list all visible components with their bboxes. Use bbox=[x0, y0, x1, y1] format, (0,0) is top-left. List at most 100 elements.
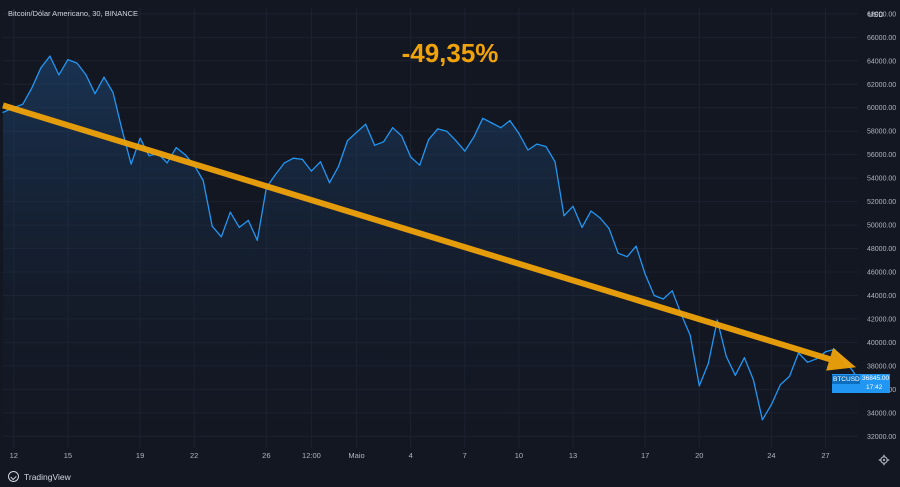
data-point bbox=[509, 120, 511, 122]
data-point bbox=[58, 74, 60, 76]
data-point bbox=[707, 362, 709, 365]
y-tick-label: 44000.00 bbox=[867, 293, 896, 300]
data-point bbox=[617, 252, 619, 254]
x-tick-label: Maio bbox=[348, 451, 364, 460]
data-point bbox=[437, 128, 439, 130]
data-point bbox=[806, 361, 809, 363]
data-point bbox=[545, 145, 547, 148]
data-point bbox=[455, 140, 457, 142]
data-point bbox=[554, 161, 556, 163]
data-point bbox=[500, 127, 502, 129]
data-point bbox=[734, 374, 736, 376]
data-point bbox=[473, 136, 475, 138]
y-tick-label: 40000.00 bbox=[867, 340, 896, 347]
data-point bbox=[85, 74, 87, 76]
data-point bbox=[22, 103, 24, 105]
data-point bbox=[536, 143, 538, 145]
data-point bbox=[112, 91, 114, 94]
last-price-tag: BTCUSD bbox=[832, 374, 867, 393]
x-tick-label: 24 bbox=[767, 451, 775, 460]
data-point bbox=[374, 144, 376, 146]
data-point bbox=[599, 217, 601, 219]
data-point bbox=[815, 358, 818, 360]
data-point bbox=[725, 355, 727, 358]
data-point bbox=[301, 158, 303, 160]
data-point bbox=[563, 215, 565, 217]
data-point bbox=[671, 290, 673, 292]
y-tick-label: 38000.00 bbox=[867, 363, 896, 370]
data-point bbox=[355, 131, 358, 133]
data-point bbox=[94, 93, 96, 95]
data-point bbox=[743, 357, 746, 359]
y-tick-label: 68000.00 bbox=[867, 11, 896, 18]
data-point bbox=[247, 219, 249, 221]
trend-arrow bbox=[2, 102, 856, 371]
x-tick-label: 10 bbox=[515, 451, 523, 460]
data-point bbox=[464, 150, 466, 152]
y-tick-label: 52000.00 bbox=[867, 199, 896, 206]
data-point bbox=[852, 370, 854, 372]
data-point bbox=[626, 256, 628, 258]
data-point bbox=[346, 140, 349, 142]
data-point bbox=[166, 162, 168, 164]
data-point bbox=[824, 351, 827, 353]
footer-bar bbox=[0, 464, 900, 487]
y-tick-label: 64000.00 bbox=[867, 58, 896, 65]
tradingview-logo-icon bbox=[8, 471, 19, 482]
y-tick-label: 56000.00 bbox=[867, 152, 896, 159]
data-point bbox=[274, 174, 276, 176]
data-point bbox=[482, 117, 484, 119]
x-tick-label: 12:00 bbox=[302, 451, 321, 460]
data-point bbox=[40, 67, 42, 69]
y-tick-label: 58000.00 bbox=[867, 129, 896, 136]
tradingview-brand[interactable]: TradingView bbox=[8, 471, 71, 482]
brand-label: TradingView bbox=[24, 471, 71, 482]
chart-title: Bitcoin/Dólar Americano, 30, BINANCE bbox=[8, 9, 139, 18]
data-point bbox=[581, 226, 583, 228]
change-annotation: -49,35% bbox=[0, 38, 900, 69]
data-point bbox=[572, 205, 574, 207]
x-tick-label: 7 bbox=[463, 451, 467, 460]
data-point bbox=[788, 375, 791, 377]
data-point bbox=[211, 225, 213, 227]
data-point bbox=[590, 210, 592, 212]
y-tick-label: 48000.00 bbox=[867, 246, 896, 253]
data-point bbox=[608, 228, 610, 230]
data-point bbox=[229, 211, 231, 213]
data-point bbox=[446, 130, 448, 132]
data-point bbox=[121, 129, 123, 131]
data-point bbox=[635, 245, 637, 247]
data-point bbox=[139, 137, 141, 139]
data-point bbox=[644, 273, 646, 275]
x-tick-label: 19 bbox=[136, 451, 144, 460]
data-point bbox=[292, 157, 294, 159]
data-point bbox=[662, 298, 664, 300]
price-tag-countdown: 17:42 bbox=[866, 384, 883, 391]
data-point bbox=[238, 226, 240, 228]
data-point bbox=[761, 419, 764, 421]
data-point bbox=[428, 138, 430, 140]
x-tick-label: 4 bbox=[409, 451, 413, 460]
x-tick-label: 17 bbox=[641, 451, 649, 460]
data-point bbox=[689, 334, 691, 336]
data-point bbox=[365, 123, 367, 125]
price-tag-value: 36845.00 bbox=[862, 375, 890, 382]
data-point bbox=[752, 379, 755, 381]
data-point bbox=[67, 59, 69, 61]
data-point bbox=[130, 163, 132, 165]
y-tick-label: 66000.00 bbox=[867, 35, 896, 42]
data-point bbox=[175, 147, 177, 149]
y-tick-label: 60000.00 bbox=[867, 105, 896, 112]
data-point bbox=[184, 154, 186, 156]
data-point bbox=[392, 127, 394, 129]
data-point bbox=[76, 62, 78, 64]
y-tick-label: 62000.00 bbox=[867, 82, 896, 89]
data-point bbox=[698, 385, 700, 387]
data-point bbox=[319, 161, 322, 163]
data-point bbox=[518, 132, 520, 135]
x-tick-label: 26 bbox=[262, 451, 270, 460]
settings-gear-icon[interactable] bbox=[878, 454, 890, 466]
y-tick-label: 42000.00 bbox=[867, 316, 896, 323]
